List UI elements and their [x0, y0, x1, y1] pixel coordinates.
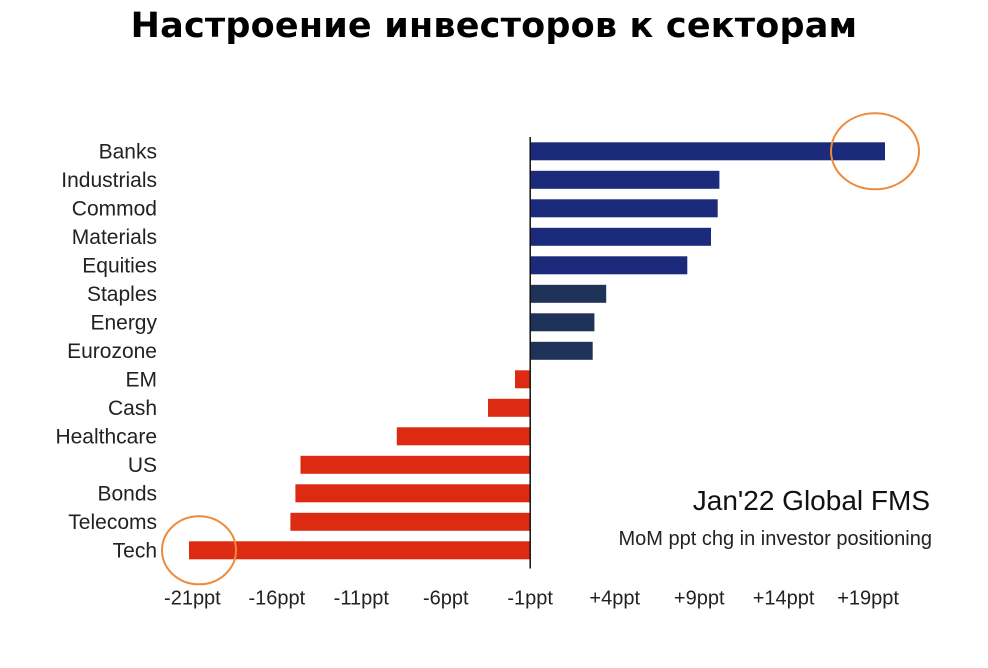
category-label-bonds: Bonds [97, 482, 157, 505]
category-label-equities: Equities [82, 254, 157, 277]
category-labels: Banks Industrials Commod Materials Equities S… [55, 140, 157, 562]
category-label-banks: Banks [99, 140, 157, 163]
highlight-circles [161, 112, 920, 586]
category-label-industrials: Industrials [61, 169, 157, 192]
bar-em [515, 370, 531, 389]
x-tick-label: -6ppt [423, 588, 469, 610]
x-tick-label: -21ppt [164, 588, 221, 610]
bar-energy [530, 313, 595, 332]
bar-us [300, 455, 531, 474]
x-tick-label: +19ppt [837, 588, 899, 610]
bar-healthcare [396, 427, 531, 446]
x-tick-label: +14ppt [753, 588, 815, 610]
category-label-em: EM [126, 368, 158, 391]
highlight-circle-banks [830, 112, 920, 191]
category-label-commod: Commod [72, 197, 157, 220]
bar-industrials [530, 170, 720, 189]
x-tick-labels: -21ppt -16ppt -11ppt -6ppt -1ppt +4ppt +9ppt +1… [164, 588, 899, 610]
bar-eurozone [530, 341, 593, 360]
bar-equities [530, 256, 688, 275]
annotation-title: Jan'22 Global FMS [693, 485, 930, 516]
bars-group [189, 142, 885, 560]
x-tick-label: -11ppt [334, 588, 390, 610]
bar-telecoms [290, 512, 531, 531]
category-label-materials: Materials [72, 226, 157, 249]
highlight-circle-tech [161, 515, 237, 586]
category-label-tech: Tech [113, 539, 157, 562]
bar-tech [189, 541, 531, 560]
bar-materials [530, 227, 711, 246]
x-tick-label: +9ppt [674, 588, 725, 610]
bar-staples [530, 284, 607, 303]
category-label-cash: Cash [108, 397, 157, 420]
x-tick-label: -16ppt [248, 588, 305, 610]
bar-commod [530, 199, 718, 218]
category-label-energy: Energy [90, 311, 157, 334]
bar-cash [488, 398, 531, 417]
bar-banks [530, 142, 885, 161]
x-tick-label: +4ppt [589, 588, 640, 610]
category-label-telecoms: Telecoms [68, 511, 157, 534]
category-label-us: US [128, 454, 157, 477]
category-label-staples: Staples [87, 283, 157, 306]
category-label-healthcare: Healthcare [55, 425, 157, 448]
category-label-eurozone: Eurozone [67, 340, 157, 363]
annotation-subtitle: MoM ppt chg in investor positioning [619, 528, 933, 550]
page-title: Настроение инвесторов к секторам [130, 6, 858, 46]
x-tick-label: -1ppt [507, 588, 553, 610]
bar-bonds [295, 484, 531, 503]
